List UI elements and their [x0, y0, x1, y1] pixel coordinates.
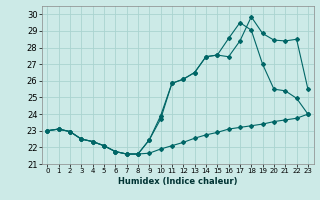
X-axis label: Humidex (Indice chaleur): Humidex (Indice chaleur) — [118, 177, 237, 186]
